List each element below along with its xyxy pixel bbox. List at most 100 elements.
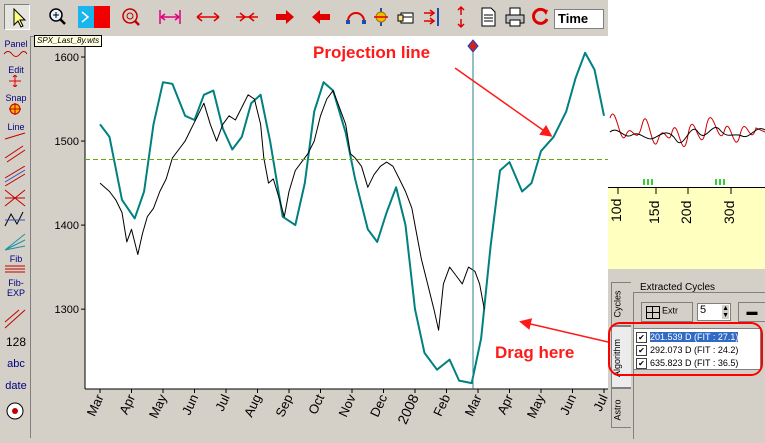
compress-width-button[interactable]: [234, 4, 260, 30]
cycle-list-item[interactable]: ✔ 292.073 D (FIT : 24.2): [636, 344, 738, 357]
cycle-length-axis: 10d 15d 20d 30d: [608, 187, 765, 269]
grid-tool-button[interactable]: [3, 188, 29, 208]
abc-label: abc: [7, 358, 25, 370]
pattern-tool-button[interactable]: [3, 210, 29, 230]
fan-tool-button[interactable]: [3, 232, 29, 252]
checkbox-checked-icon[interactable]: ✔: [636, 345, 647, 357]
stretch-width-button[interactable]: [195, 4, 221, 30]
color-swatch-icon: [78, 6, 110, 28]
channel-tool-button[interactable]: [3, 166, 29, 186]
date-label: date: [5, 380, 27, 392]
tab-astro-label: Astro: [612, 399, 623, 421]
x-tick-label: Dec: [367, 391, 391, 419]
printer-icon: [505, 7, 525, 27]
channel-icon: [4, 166, 26, 186]
parallel-lines-button[interactable]: [3, 144, 29, 164]
cycle-list: ✔ 201.539 D (FIT : 27.1) ✔ 292.073 D (FIT …: [633, 328, 761, 370]
fib-tool-button[interactable]: Fib: [3, 254, 29, 276]
y-tick-label: 1500: [55, 136, 79, 148]
curve-tool-button[interactable]: [3, 308, 29, 330]
x-tick-label: Aug: [241, 392, 264, 419]
cycle-axis-ticks: [617, 188, 732, 194]
up-down-tool-button[interactable]: [448, 4, 474, 30]
balance-tool-button[interactable]: [368, 4, 394, 30]
page-tool-button[interactable]: [475, 4, 501, 30]
panel-wave-icon: [3, 51, 27, 57]
line-label: Line: [7, 122, 25, 132]
zoom-target-button[interactable]: [118, 4, 144, 30]
snap-button[interactable]: Snap: [3, 93, 29, 119]
scroll-left-button[interactable]: [308, 4, 334, 30]
cycle-tick-label: 15d: [646, 200, 662, 224]
arc-icon: [346, 12, 366, 24]
move-arrows-icon: [9, 75, 21, 87]
arc-tool-button[interactable]: [343, 4, 369, 30]
line-tool-button[interactable]: Line: [3, 122, 29, 142]
y-tick-label: 1400: [55, 220, 79, 232]
spectrum-wave-svg: [609, 113, 765, 185]
x-tick-label: Feb: [430, 392, 453, 419]
x-tick-label: Jul: [212, 392, 233, 414]
curve-tool-icon: [4, 309, 26, 329]
extract-button[interactable]: Extr: [641, 302, 693, 322]
date-label-button[interactable]: date: [3, 376, 29, 396]
snap-target-icon: [9, 103, 21, 115]
compare-tool-button[interactable]: [420, 4, 446, 30]
color-tool-button[interactable]: [78, 4, 110, 30]
extracted-cycles-title: Extracted Cycles: [640, 282, 716, 293]
tab-astro[interactable]: Astro: [611, 388, 631, 428]
x-tick-label: Nov: [335, 391, 359, 419]
panel-button[interactable]: Panel: [3, 39, 29, 63]
pointer-tool-button[interactable]: [4, 4, 30, 30]
cycle-list-item[interactable]: ✔ 201.539 D (FIT : 27.1): [636, 331, 739, 344]
edit-button[interactable]: Edit: [3, 65, 29, 91]
cycle-label: 201.539 D (FIT : 27.1): [650, 332, 739, 342]
number-label-button[interactable]: 128: [3, 332, 29, 352]
spinner-arrows-icon[interactable]: ▲ ▼: [722, 305, 729, 319]
cycle-tick-label: 10d: [608, 198, 624, 222]
zoom-target-icon: [122, 8, 140, 26]
arrow-left-icon: [312, 10, 330, 24]
x-tick-label: May: [146, 391, 170, 420]
scroll-right-button[interactable]: [272, 4, 298, 30]
cycle-projection-line: [99, 51, 605, 385]
zoom-tool-button[interactable]: [44, 4, 70, 30]
cycle-list-item[interactable]: ✔ 635.823 D (FIT : 36.5): [636, 357, 738, 370]
cycle-tick-label: 30d: [721, 200, 737, 224]
highlight-ring: [608, 322, 763, 376]
checkbox-checked-icon[interactable]: ✔: [636, 332, 647, 344]
price-chart[interactable]: 1600 1500 1400 1300 Mar Apr May Jun Jul Aug Sep Oc…: [30, 36, 611, 438]
arrow-right-icon: [276, 10, 294, 24]
panel-extra-button[interactable]: ▬: [738, 302, 765, 322]
text-label-button[interactable]: abc: [3, 354, 29, 374]
spectrum-black-line: [609, 127, 765, 144]
tab-cycles[interactable]: Cycles: [611, 282, 631, 326]
refresh-tool-button[interactable]: [527, 4, 553, 30]
astro-wheel-button[interactable]: [3, 400, 29, 422]
fit-width-button[interactable]: [157, 4, 183, 30]
edit-label: Edit: [8, 65, 24, 75]
hand-tool-button[interactable]: [394, 4, 420, 30]
x-tick-label: Mar: [462, 391, 485, 418]
cycle-count-value: 5: [700, 304, 707, 316]
fib-exp-tool-button[interactable]: Fib-EXP: [3, 278, 29, 304]
x-tick-label: Sep: [272, 392, 295, 419]
cycle-spectrum-chart: [608, 0, 765, 187]
hand-icon: [397, 12, 414, 24]
print-tool-button[interactable]: [502, 4, 528, 30]
projection-line-annotation: Projection line: [313, 43, 431, 62]
magnifier-icon: [49, 8, 66, 25]
balance-icon: [374, 8, 388, 26]
cycle-count-spinner[interactable]: 5 ▲ ▼: [697, 303, 731, 321]
x-tick-label: Jun: [179, 392, 201, 417]
zigzag-icon: [4, 211, 25, 227]
file-tooltip: SPX_Last_8y.wts: [34, 35, 103, 47]
time-field[interactable]: Time: [554, 9, 604, 29]
wheel-icon: [6, 402, 24, 420]
cursor-diamond-marker[interactable]: [467, 39, 479, 53]
x-tick-label: Mar: [84, 391, 107, 418]
checkbox-checked-icon[interactable]: ✔: [636, 358, 647, 370]
number-label: 128: [5, 335, 27, 349]
tab-cycles-label: Cycles: [612, 290, 623, 318]
main-toolbar: Time: [0, 0, 608, 37]
